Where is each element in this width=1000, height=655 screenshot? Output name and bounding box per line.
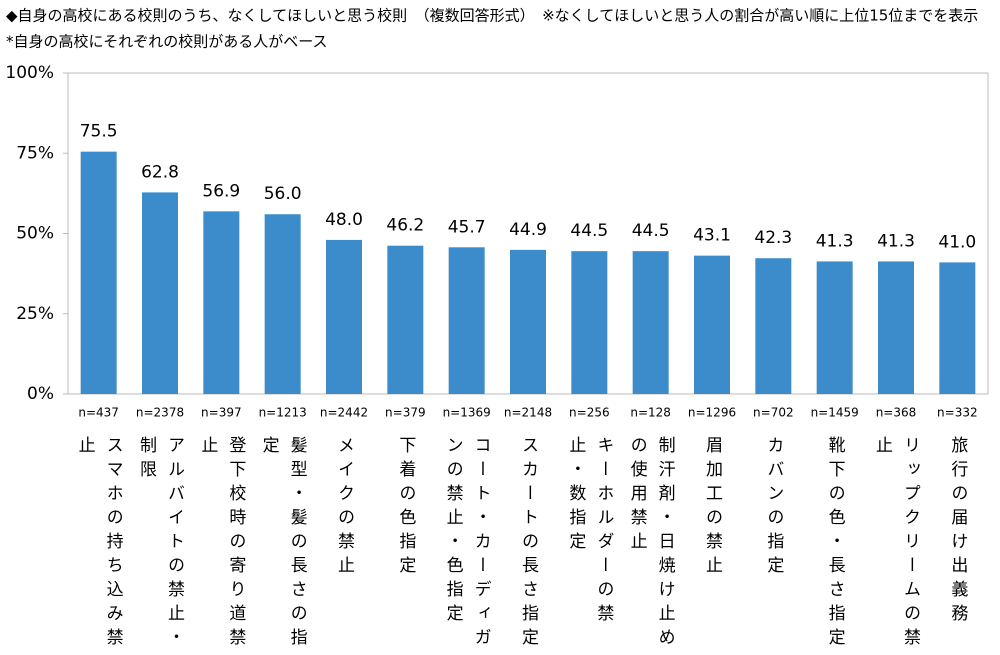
bar bbox=[878, 261, 914, 394]
n-label: n=368 bbox=[876, 406, 917, 420]
x-tick-label: アルバイトの禁止・制限 bbox=[136, 436, 184, 652]
value-label: 41.3 bbox=[877, 231, 915, 251]
x-tick-label: 旅行の届け出義務 bbox=[947, 436, 968, 628]
n-label: n=332 bbox=[937, 406, 978, 420]
bar bbox=[510, 249, 546, 394]
n-label: n=702 bbox=[753, 406, 794, 420]
n-label: n=128 bbox=[630, 406, 671, 420]
value-label: 45.7 bbox=[448, 217, 486, 237]
bar bbox=[816, 261, 853, 394]
x-tick-label: キーホルダーの禁止・数指定 bbox=[565, 436, 614, 628]
value-label: 56.9 bbox=[202, 181, 240, 201]
x-tick-label: カバンの指定 bbox=[763, 436, 784, 580]
bar bbox=[203, 211, 240, 394]
bar bbox=[326, 239, 362, 394]
y-tick-label: 100% bbox=[5, 63, 54, 83]
n-label: n=379 bbox=[385, 406, 426, 420]
value-label: 41.3 bbox=[816, 231, 854, 251]
value-label: 44.5 bbox=[632, 221, 670, 241]
value-label: 44.5 bbox=[570, 221, 608, 241]
n-label: n=437 bbox=[78, 406, 119, 420]
x-tick-label: 眉加工の禁止 bbox=[702, 436, 722, 580]
value-label: 56.0 bbox=[264, 184, 302, 204]
x-tick-label: コート・カーディガンの禁止・色指定 bbox=[442, 436, 491, 652]
y-tick-label: 0% bbox=[27, 384, 54, 404]
chart-title: ◆自身の高校にある校則のうち、なくしてほしいと思う校則 （複数回答形式） ※なく… bbox=[6, 7, 978, 25]
n-label: n=1369 bbox=[443, 406, 491, 420]
value-label: 43.1 bbox=[693, 226, 731, 246]
n-label: n=2378 bbox=[136, 406, 184, 420]
n-label: n=1459 bbox=[811, 406, 859, 420]
x-tick-label: 髪型・髪の長さの指定 bbox=[258, 436, 307, 652]
n-label: n=2442 bbox=[320, 406, 368, 420]
value-label: 62.8 bbox=[141, 162, 179, 182]
x-tick-label: 制汗剤・日焼け止めの使用禁止 bbox=[626, 436, 675, 652]
value-label: 41.0 bbox=[938, 232, 976, 252]
bar bbox=[387, 245, 424, 394]
n-label: n=397 bbox=[201, 406, 242, 420]
bar bbox=[264, 214, 301, 394]
n-label: n=256 bbox=[569, 406, 610, 420]
bar bbox=[632, 251, 669, 394]
x-tick-label: 靴下の色・長さ指定 bbox=[824, 436, 845, 652]
bar bbox=[571, 251, 608, 394]
bar bbox=[142, 192, 178, 394]
bar bbox=[80, 151, 117, 394]
y-tick-label: 50% bbox=[16, 224, 54, 244]
value-label: 44.9 bbox=[509, 220, 547, 240]
bar bbox=[939, 262, 976, 394]
x-tick-label: スカートの長さ指定 bbox=[518, 436, 538, 652]
y-tick-label: 25% bbox=[16, 304, 54, 324]
x-tick-label: メイクの禁止 bbox=[334, 436, 354, 580]
x-tick-label: 下着の色指定 bbox=[395, 436, 416, 580]
value-label: 46.2 bbox=[386, 216, 424, 236]
x-tick-label: スマホの持ち込み禁止 bbox=[74, 436, 123, 652]
chart-subtitle: *自身の高校にそれぞれの校則がある人がベース bbox=[6, 33, 327, 51]
value-label: 48.0 bbox=[325, 210, 363, 230]
value-label: 75.5 bbox=[80, 122, 118, 142]
x-tick-label: リップクリームの禁止 bbox=[872, 436, 920, 652]
bar bbox=[448, 247, 485, 394]
x-tick-label: 登下校時の寄り道禁止 bbox=[197, 436, 246, 652]
bar bbox=[694, 255, 730, 394]
value-label: 42.3 bbox=[754, 228, 792, 248]
y-tick-label: 75% bbox=[16, 143, 54, 163]
n-label: n=1213 bbox=[259, 406, 307, 420]
n-label: n=1296 bbox=[688, 406, 736, 420]
bar bbox=[755, 258, 792, 394]
n-label: n=2148 bbox=[504, 406, 552, 420]
